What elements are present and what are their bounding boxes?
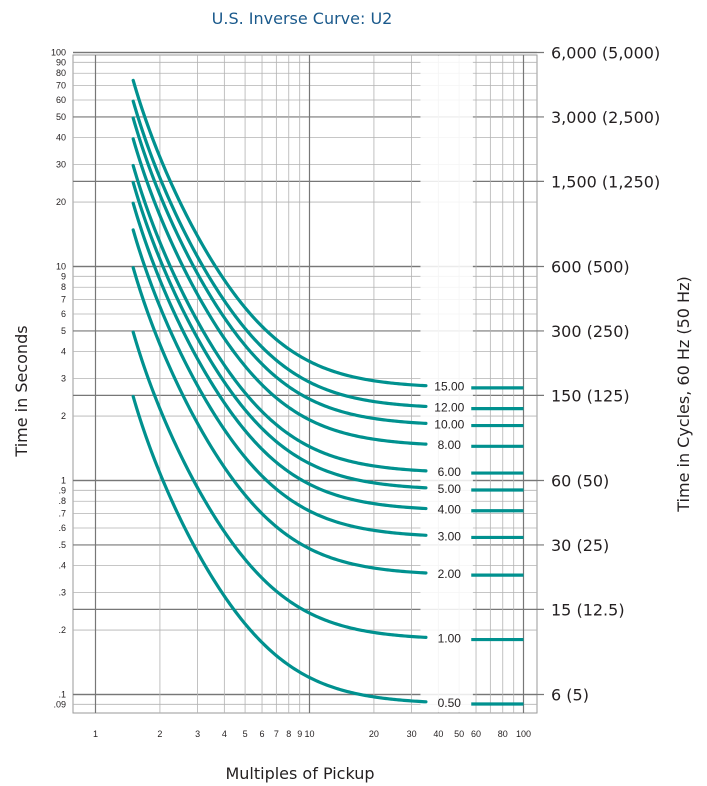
y-tick-label: .4 [58, 561, 66, 571]
y2-tick-label: 6,000 (5,000) [551, 44, 660, 63]
curve-td-3.00 [131, 228, 428, 537]
y-tick-label: 2 [61, 411, 66, 421]
y-tick-label: .1 [58, 690, 66, 700]
y-tick-label: 30 [56, 159, 66, 169]
curve-td-15.00 [131, 78, 428, 388]
y-tick-label: 70 [56, 81, 66, 91]
y2-tick-label: 15 (12.5) [551, 600, 625, 619]
curve-label: 6.00 [438, 465, 462, 479]
y-tick-label: 7 [61, 295, 66, 305]
curve-label: 5.00 [438, 482, 462, 496]
y-tick-label: 5 [61, 326, 66, 336]
grid [72, 51, 544, 714]
curve-td-1.00 [131, 330, 428, 640]
y2-tick-label: 60 (50) [551, 472, 609, 491]
curve-label: 0.50 [438, 696, 462, 710]
y-tick-label: .3 [58, 587, 66, 597]
curve-label: 1.00 [438, 631, 462, 645]
curve-td-10.00 [131, 116, 428, 425]
y-tick-label: .8 [58, 496, 66, 506]
x-tick-label: 5 [243, 729, 248, 739]
plot-frame [72, 54, 538, 714]
x-tick-label: 30 [407, 729, 417, 739]
y2-tick-label: 150 (125) [551, 386, 630, 405]
x-tick-label: 80 [498, 729, 508, 739]
y-tick-label: 9 [61, 271, 66, 281]
chart-title: U.S. Inverse Curve: U2 [212, 9, 393, 28]
y2-tick-label: 6 (5) [551, 686, 589, 705]
curve-td-0.50 [131, 394, 428, 704]
y-tick-label: 50 [56, 112, 66, 122]
y-axis-title: Time in Seconds [12, 325, 31, 457]
y-tick-label: 8 [61, 282, 66, 292]
y-tick-label: 1 [61, 476, 66, 486]
x-tick-label: 100 [516, 729, 531, 739]
y2-tick-label: 30 (25) [551, 536, 609, 555]
y2-tick-label: 3,000 (2,500) [551, 108, 660, 127]
x-tick-label: 60 [471, 729, 481, 739]
x-tick-label: 7 [274, 729, 279, 739]
curve-td-8.00 [131, 137, 428, 446]
y-tick-label: 90 [56, 57, 66, 67]
x-tick-label: 9 [297, 729, 302, 739]
y-tick-label: 20 [56, 197, 66, 207]
curve-label: 2.00 [438, 567, 462, 581]
label-column-backdrop [420, 56, 473, 712]
secondary-y-axis-title: Time in Cycles, 60 Hz (50 Hz) [674, 276, 693, 512]
tick-labels: .09.1.2.3.4.5.6.7.8.91234567891020304050… [51, 44, 660, 740]
curve-labels: 0.50 1.00 2.00 3.00 4.00 5.00 6.00 8.00 10.00 12.… [434, 380, 464, 710]
y-tick-label: .9 [58, 485, 66, 495]
y-tick-label: 3 [61, 373, 66, 383]
curve-label: 3.00 [438, 529, 462, 543]
y-tick-label: 100 [51, 48, 66, 58]
x-tick-label: 3 [195, 729, 200, 739]
x-axis-title: Multiples of Pickup [225, 764, 374, 783]
x-tick-label: 50 [454, 729, 464, 739]
curve-td-12.00 [131, 99, 428, 409]
curve-label: 8.00 [438, 438, 462, 452]
curve-label: 15.00 [434, 380, 464, 394]
x-tick-label: 20 [369, 729, 379, 739]
x-tick-label: 2 [157, 729, 162, 739]
y-tick-label: .5 [58, 540, 66, 550]
x-tick-label: 10 [304, 729, 314, 739]
y-tick-label: .7 [58, 509, 66, 519]
y2-tick-label: 1,500 (1,250) [551, 172, 660, 191]
y-tick-label: .09 [53, 699, 66, 709]
curve-td-2.00 [131, 266, 428, 575]
curve-td-4.00 [131, 201, 428, 511]
y-tick-label: .6 [58, 523, 66, 533]
y-tick-label: 40 [56, 133, 66, 143]
curve-td-5.00 [131, 180, 428, 490]
x-tick-label: 40 [433, 729, 443, 739]
y2-tick-label: 600 (500) [551, 258, 630, 277]
x-tick-label: 6 [260, 729, 265, 739]
y-tick-label: 4 [61, 347, 66, 357]
y-tick-label: .2 [58, 625, 66, 635]
x-tick-label: 1 [93, 729, 98, 739]
curve-label: 10.00 [434, 417, 464, 431]
y2-tick-label: 300 (250) [551, 322, 630, 341]
time-dial-curves [131, 78, 524, 706]
y-tick-label: 6 [61, 309, 66, 319]
y-tick-label: 10 [56, 262, 66, 272]
x-tick-label: 8 [286, 729, 291, 739]
y-tick-label: 60 [56, 95, 66, 105]
curve-label: 4.00 [438, 503, 462, 517]
x-tick-label: 4 [222, 729, 227, 739]
curve-td-6.00 [131, 163, 428, 473]
y-tick-label: 80 [56, 68, 66, 78]
curve-label: 12.00 [434, 400, 464, 414]
